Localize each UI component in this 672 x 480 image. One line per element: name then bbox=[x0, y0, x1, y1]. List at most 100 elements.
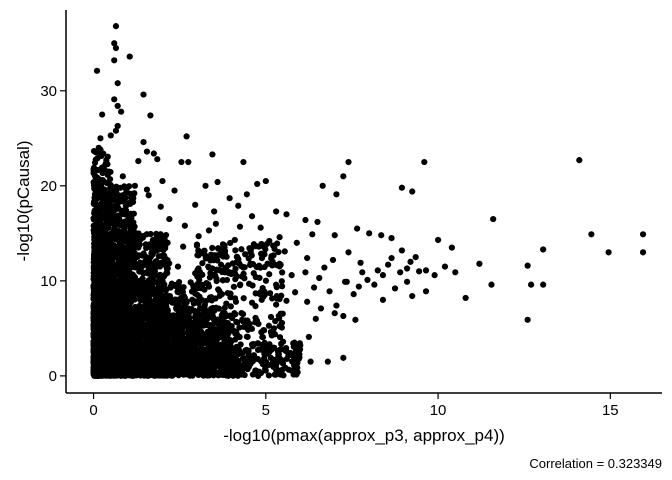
data-point bbox=[231, 236, 238, 244]
data-point bbox=[175, 284, 182, 291]
data-point bbox=[202, 182, 209, 189]
data-point bbox=[258, 296, 265, 303]
data-point bbox=[230, 283, 238, 290]
data-point bbox=[155, 301, 162, 308]
data-point bbox=[355, 283, 362, 290]
data-point bbox=[452, 269, 459, 276]
data-point bbox=[150, 369, 157, 377]
data-point bbox=[97, 210, 104, 217]
data-point bbox=[206, 294, 214, 301]
data-point bbox=[252, 290, 259, 297]
data-point bbox=[99, 353, 107, 360]
data-point bbox=[115, 259, 122, 266]
data-point bbox=[345, 158, 352, 166]
data-point bbox=[403, 265, 411, 272]
data-point bbox=[107, 338, 114, 346]
data-points-layer bbox=[90, 23, 647, 379]
data-point bbox=[143, 148, 151, 155]
data-point bbox=[209, 310, 216, 317]
data-point bbox=[112, 127, 120, 134]
data-point bbox=[157, 231, 164, 238]
data-point bbox=[412, 254, 419, 261]
data-point bbox=[275, 249, 282, 256]
data-point bbox=[280, 372, 287, 379]
data-point bbox=[252, 302, 259, 310]
data-point bbox=[221, 304, 228, 311]
data-point bbox=[175, 278, 183, 286]
data-point bbox=[297, 342, 304, 349]
data-point bbox=[123, 237, 130, 244]
data-point bbox=[254, 346, 262, 354]
data-point bbox=[93, 238, 100, 245]
data-point bbox=[114, 122, 121, 130]
data-point bbox=[103, 348, 110, 355]
data-point bbox=[179, 330, 186, 337]
data-point bbox=[258, 341, 266, 349]
data-point bbox=[216, 292, 223, 299]
data-point bbox=[192, 342, 199, 349]
data-point bbox=[152, 258, 159, 265]
data-point bbox=[292, 289, 299, 296]
data-point bbox=[242, 251, 249, 258]
data-point bbox=[200, 307, 207, 315]
data-point bbox=[124, 211, 132, 218]
data-point bbox=[131, 182, 138, 189]
data-point bbox=[192, 201, 199, 208]
data-point bbox=[133, 345, 141, 352]
data-point bbox=[232, 366, 239, 374]
data-point bbox=[250, 270, 257, 277]
data-point bbox=[167, 367, 174, 374]
data-point bbox=[154, 156, 161, 163]
data-point bbox=[223, 276, 231, 284]
data-point bbox=[254, 180, 261, 188]
data-point bbox=[150, 150, 157, 157]
data-point bbox=[276, 334, 284, 341]
data-point bbox=[312, 315, 319, 322]
data-point bbox=[216, 251, 224, 258]
data-point bbox=[130, 210, 137, 217]
data-point bbox=[227, 303, 234, 310]
data-point bbox=[137, 294, 144, 301]
data-point bbox=[259, 361, 266, 368]
data-point bbox=[236, 324, 243, 331]
data-point bbox=[121, 347, 128, 355]
data-point bbox=[107, 181, 114, 189]
data-point bbox=[185, 355, 192, 362]
data-point bbox=[95, 277, 102, 285]
data-point bbox=[193, 241, 201, 248]
data-point bbox=[235, 333, 242, 340]
data-point bbox=[186, 324, 193, 331]
data-point bbox=[181, 222, 188, 229]
data-point bbox=[441, 263, 449, 270]
data-point bbox=[104, 331, 112, 338]
data-point bbox=[117, 304, 124, 311]
data-point bbox=[245, 349, 252, 356]
data-point bbox=[194, 330, 201, 337]
data-point bbox=[198, 348, 206, 355]
data-point bbox=[163, 318, 171, 325]
data-point bbox=[588, 231, 595, 238]
data-point bbox=[148, 362, 155, 369]
data-point bbox=[207, 361, 214, 368]
data-point bbox=[113, 270, 120, 277]
data-point bbox=[156, 343, 164, 350]
data-point bbox=[276, 234, 283, 241]
data-point bbox=[103, 305, 111, 312]
data-point bbox=[122, 365, 129, 373]
data-point bbox=[91, 172, 99, 179]
data-point bbox=[398, 247, 405, 254]
data-point bbox=[126, 53, 133, 60]
data-point bbox=[94, 268, 101, 275]
data-point bbox=[476, 260, 483, 267]
data-point bbox=[128, 194, 135, 201]
data-point bbox=[340, 173, 347, 180]
data-point bbox=[195, 366, 202, 373]
data-point bbox=[639, 249, 647, 256]
data-point bbox=[157, 203, 164, 210]
data-point bbox=[162, 334, 169, 341]
data-point bbox=[249, 358, 256, 365]
data-point bbox=[185, 313, 192, 320]
data-point bbox=[215, 360, 222, 367]
